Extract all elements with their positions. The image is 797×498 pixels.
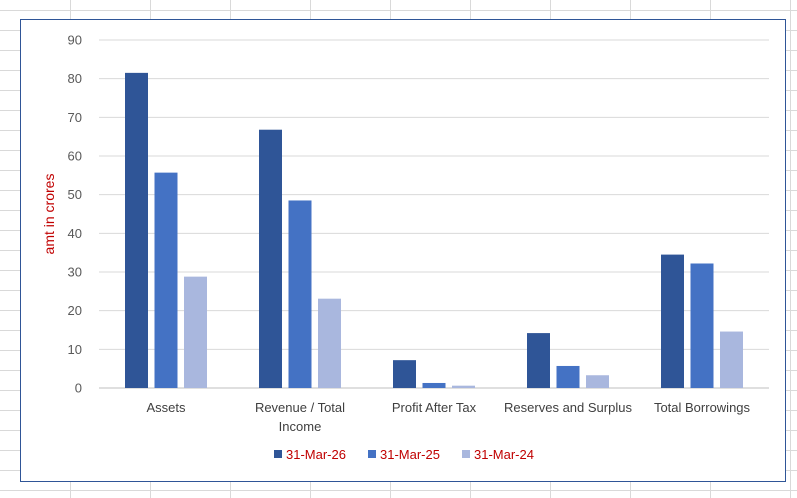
y-tick-label: 10 (68, 342, 82, 357)
category-label: Total Borrowings (654, 400, 751, 415)
y-tick-label: 90 (68, 33, 82, 48)
legend-swatch (368, 450, 376, 458)
bar (690, 263, 714, 388)
y-tick-label: 40 (68, 226, 82, 241)
legend-label: 31-Mar-25 (380, 447, 440, 462)
y-tick-label: 60 (68, 149, 82, 164)
category-label: Reserves and Surplus (504, 400, 632, 415)
bar (259, 129, 282, 388)
bar (556, 365, 580, 388)
y-tick-label: 0 (75, 381, 82, 396)
bar (586, 375, 609, 388)
y-tick-label: 80 (68, 71, 82, 86)
y-tick-label: 50 (68, 187, 82, 202)
bar (661, 254, 684, 388)
legend-swatch (274, 450, 282, 458)
category-label: Profit After Tax (392, 400, 477, 415)
bar (393, 360, 416, 388)
bar (720, 331, 743, 388)
chart-area: 0 10 20 30 40 50 60 70 80 90 amt in crores Assets Re… (20, 19, 786, 482)
bar-chart: 0 10 20 30 40 50 60 70 80 90 amt in crores Assets Re… (41, 33, 769, 462)
legend-label: 31-Mar-26 (286, 447, 346, 462)
category-label: Revenue / Total (255, 400, 345, 415)
category-label: Assets (146, 400, 186, 415)
legend-label: 31-Mar-24 (474, 447, 534, 462)
y-tick-label: 70 (68, 110, 82, 125)
bar (154, 172, 178, 388)
bar (527, 333, 550, 388)
y-tick-label: 20 (68, 303, 82, 318)
bar (422, 382, 446, 388)
bar (288, 200, 312, 388)
bar (125, 72, 148, 388)
category-label: Income (279, 419, 322, 434)
bar (184, 276, 207, 388)
bar (452, 385, 475, 388)
legend-swatch (462, 450, 470, 458)
y-tick-label: 30 (68, 265, 82, 280)
bar (318, 298, 341, 388)
y-axis-label: amt in crores (41, 174, 57, 255)
